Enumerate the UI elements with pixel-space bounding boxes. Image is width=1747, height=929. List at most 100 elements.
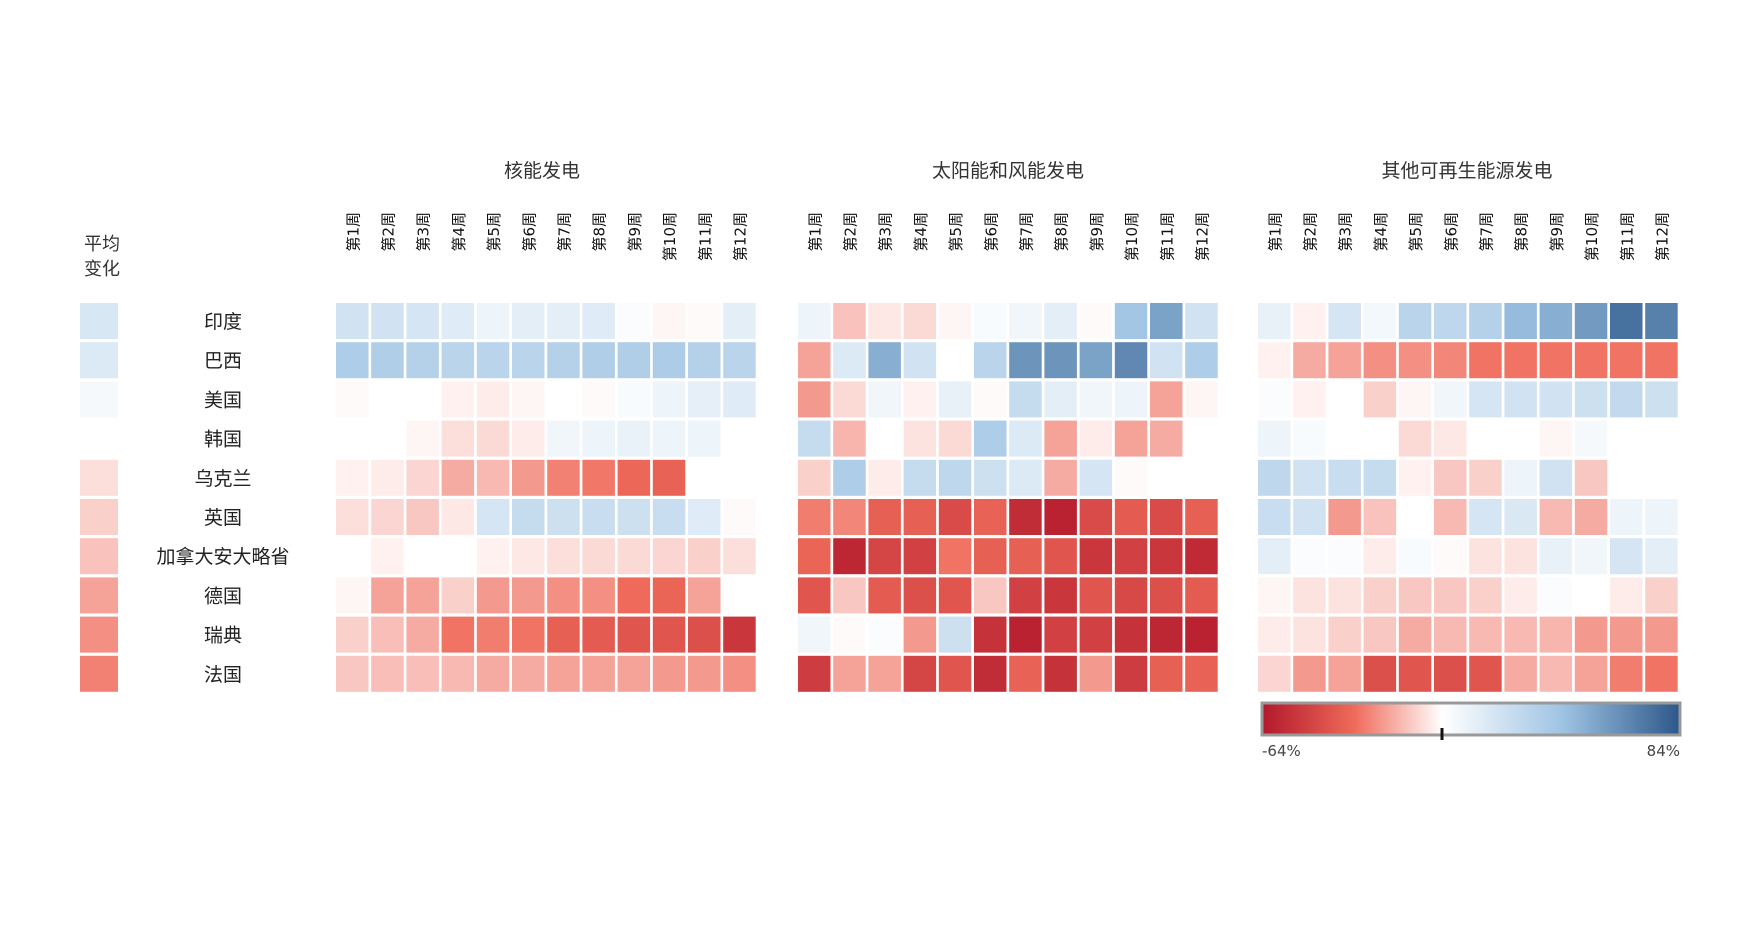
cell-panel-3-row-6-week-1 bbox=[1258, 499, 1291, 535]
cell-panel-2-row-4-week-1 bbox=[798, 420, 831, 457]
cell-panel-1-row-1-week-12 bbox=[723, 303, 756, 339]
cell-panel-2-row-3-week-5 bbox=[938, 381, 972, 418]
week-label-panel-1-7: 第7周 bbox=[555, 212, 573, 252]
cell-panel-1-row-10-week-7 bbox=[547, 655, 580, 692]
cell-panel-3-row-9-week-12 bbox=[1645, 616, 1678, 653]
cell-panel-2-row-8-week-10 bbox=[1114, 577, 1148, 614]
cell-panel-2-row-2-week-12 bbox=[1185, 342, 1218, 379]
cell-panel-1-row-9-week-6 bbox=[512, 616, 545, 653]
cell-panel-2-row-10-week-3 bbox=[868, 655, 901, 692]
cell-panel-3-row-7-week-12 bbox=[1645, 538, 1678, 575]
cell-panel-1-row-5-week-4 bbox=[441, 459, 475, 496]
cell-panel-3-row-8-week-6 bbox=[1434, 577, 1467, 614]
average-change-cell-8 bbox=[80, 577, 118, 614]
cell-panel-1-row-6-week-2 bbox=[371, 499, 404, 535]
week-label-panel-1-5: 第5周 bbox=[485, 212, 503, 252]
cell-panel-2-row-5-week-6 bbox=[974, 459, 1007, 496]
cell-panel-1-row-5-week-2 bbox=[371, 459, 404, 496]
week-label-panel-1-11: 第11周 bbox=[696, 212, 714, 261]
cell-panel-2-row-6-week-2 bbox=[833, 499, 866, 535]
cell-panel-1-row-5-week-9 bbox=[617, 459, 651, 496]
cell-panel-3-row-1-week-3 bbox=[1328, 303, 1361, 339]
cell-panel-2-row-2-week-8 bbox=[1044, 342, 1077, 379]
cell-panel-3-row-9-week-3 bbox=[1328, 616, 1361, 653]
cell-panel-2-row-9-week-3 bbox=[868, 616, 901, 653]
cell-panel-1-row-1-week-3 bbox=[406, 303, 439, 339]
week-label-panel-3-7: 第7周 bbox=[1477, 212, 1495, 252]
week-label-panel-2-4: 第4周 bbox=[912, 212, 930, 252]
cell-panel-2-row-9-week-11 bbox=[1150, 616, 1183, 653]
cell-panel-2-row-10-week-12 bbox=[1185, 655, 1218, 692]
cell-panel-1-row-7-week-2 bbox=[371, 538, 404, 575]
cell-panel-1-row-2-week-12 bbox=[723, 342, 756, 379]
cell-panel-1-row-7-week-1 bbox=[336, 538, 369, 575]
cell-panel-2-row-6-week-5 bbox=[938, 499, 972, 535]
cell-panel-3-row-5-week-6 bbox=[1434, 459, 1467, 496]
cell-panel-1-row-7-week-4 bbox=[441, 538, 475, 575]
cell-panel-1-row-6-week-10 bbox=[652, 499, 686, 535]
cell-panel-2-row-8-week-3 bbox=[868, 577, 901, 614]
cell-panel-3-row-10-week-11 bbox=[1610, 655, 1643, 692]
cell-panel-2-row-7-week-2 bbox=[833, 538, 866, 575]
cell-panel-3-row-8-week-12 bbox=[1645, 577, 1678, 614]
cell-panel-1-row-5-week-3 bbox=[406, 459, 439, 496]
cell-panel-3-row-1-week-10 bbox=[1574, 303, 1608, 339]
cell-panel-3-row-3-week-6 bbox=[1434, 381, 1467, 418]
cell-panel-2-row-1-week-9 bbox=[1079, 303, 1113, 339]
cell-panel-3-row-1-week-4 bbox=[1363, 303, 1397, 339]
cell-panel-1-row-10-week-5 bbox=[476, 655, 510, 692]
cell-panel-2-row-10-week-1 bbox=[798, 655, 831, 692]
week-label-panel-3-4: 第4周 bbox=[1372, 212, 1390, 252]
cell-panel-2-row-7-week-10 bbox=[1114, 538, 1148, 575]
cell-panel-1-row-5-week-8 bbox=[582, 459, 615, 496]
cell-panel-3-row-2-week-3 bbox=[1328, 342, 1361, 379]
cell-panel-2-row-10-week-10 bbox=[1114, 655, 1148, 692]
cell-panel-3-row-7-week-4 bbox=[1363, 538, 1397, 575]
cell-panel-2-row-4-week-11 bbox=[1150, 420, 1183, 457]
cell-panel-2-row-9-week-9 bbox=[1079, 616, 1113, 653]
cell-panel-2-row-2-week-11 bbox=[1150, 342, 1183, 379]
cell-panel-2-row-5-week-1 bbox=[798, 459, 831, 496]
cell-panel-3-row-4-week-11 bbox=[1610, 420, 1643, 457]
cell-panel-1-row-10-week-8 bbox=[582, 655, 615, 692]
average-change-cell-10 bbox=[80, 655, 118, 692]
cell-panel-2-row-7-week-11 bbox=[1150, 538, 1183, 575]
cell-panel-1-row-3-week-2 bbox=[371, 381, 404, 418]
cell-panel-2-row-3-week-7 bbox=[1009, 381, 1042, 418]
cell-panel-3-row-10-week-1 bbox=[1258, 655, 1291, 692]
cell-panel-2-row-9-week-7 bbox=[1009, 616, 1042, 653]
average-change-cell-5 bbox=[80, 459, 118, 496]
cell-panel-1-row-5-week-1 bbox=[336, 459, 369, 496]
cell-panel-1-row-7-week-11 bbox=[688, 538, 721, 575]
cell-panel-1-row-8-week-4 bbox=[441, 577, 475, 614]
cell-panel-3-row-2-week-1 bbox=[1258, 342, 1291, 379]
cell-panel-2-row-4-week-2 bbox=[833, 420, 866, 457]
average-change-cell-7 bbox=[80, 538, 118, 575]
cell-panel-1-row-6-week-6 bbox=[512, 499, 545, 535]
cell-panel-1-row-1-week-4 bbox=[441, 303, 475, 339]
cell-panel-1-row-6-week-8 bbox=[582, 499, 615, 535]
cell-panel-3-row-1-week-6 bbox=[1434, 303, 1467, 339]
cell-panel-3-row-8-week-9 bbox=[1539, 577, 1573, 614]
cell-panel-1-row-1-week-8 bbox=[582, 303, 615, 339]
cell-panel-3-row-2-week-11 bbox=[1610, 342, 1643, 379]
cell-panel-1-row-8-week-2 bbox=[371, 577, 404, 614]
cell-panel-2-row-7-week-6 bbox=[974, 538, 1007, 575]
cell-panel-2-row-10-week-2 bbox=[833, 655, 866, 692]
cell-panel-1-row-7-week-5 bbox=[476, 538, 510, 575]
cell-panel-2-row-9-week-5 bbox=[938, 616, 972, 653]
cell-panel-2-row-2-week-1 bbox=[798, 342, 831, 379]
cell-panel-2-row-3-week-12 bbox=[1185, 381, 1218, 418]
cell-panel-2-row-3-week-4 bbox=[903, 381, 937, 418]
cell-panel-1-row-7-week-8 bbox=[582, 538, 615, 575]
cell-panel-1-row-4-week-1 bbox=[336, 420, 369, 457]
cell-panel-2-row-8-week-6 bbox=[974, 577, 1007, 614]
cell-panel-2-row-10-week-7 bbox=[1009, 655, 1042, 692]
cell-panel-3-row-10-week-6 bbox=[1434, 655, 1467, 692]
cell-panel-3-row-2-week-4 bbox=[1363, 342, 1397, 379]
cell-panel-2-row-4-week-6 bbox=[974, 420, 1007, 457]
cell-panel-3-row-9-week-4 bbox=[1363, 616, 1397, 653]
week-label-panel-2-10: 第10周 bbox=[1123, 212, 1141, 261]
cell-panel-1-row-4-week-9 bbox=[617, 420, 651, 457]
